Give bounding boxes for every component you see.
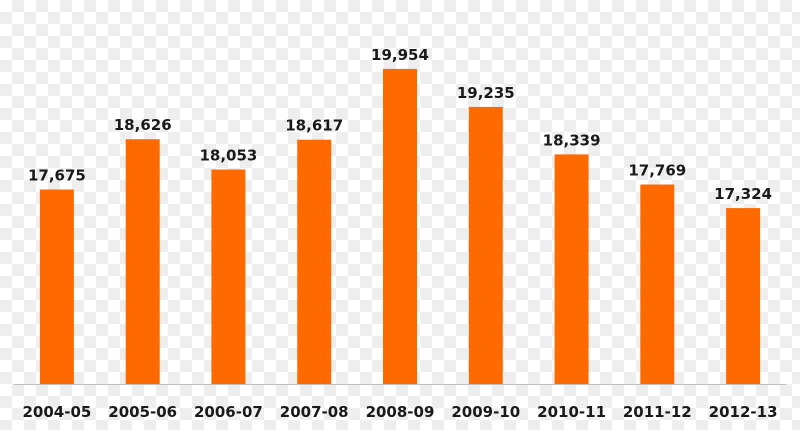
- data-label-2004-05: 17,675: [28, 167, 86, 185]
- data-label-2005-06: 18,626: [114, 116, 172, 134]
- x-tick-label-2010-11: 2010-11: [537, 403, 606, 421]
- x-tick-label-2007-08: 2007-08: [280, 403, 349, 421]
- bar-2012-13: [726, 208, 761, 384]
- bar-2007-08: [297, 139, 332, 384]
- bar-2011-12: [640, 184, 675, 384]
- x-tick-label-2004-05: 2004-05: [22, 403, 91, 421]
- bar-2009-10: [468, 106, 503, 385]
- data-label-2010-11: 18,339: [543, 131, 601, 149]
- bar-2006-07: [211, 169, 246, 384]
- bar-2004-05: [39, 189, 74, 384]
- data-label-2008-09: 19,954: [371, 46, 429, 64]
- bars-group: [39, 68, 761, 385]
- x-tick-label-2011-12: 2011-12: [623, 403, 692, 421]
- bar-2008-09: [383, 68, 417, 385]
- data-label-2009-10: 19,235: [457, 84, 515, 102]
- data-labels-group: 17,675 18,626 18,053 18,617 19,954 19,235 18,3…: [28, 46, 772, 203]
- data-label-2007-08: 18,617: [285, 117, 343, 135]
- x-tick-label-2005-06: 2005-06: [108, 403, 177, 421]
- data-label-2011-12: 17,769: [628, 162, 686, 180]
- x-tick-label-2006-07: 2006-07: [194, 403, 263, 421]
- data-label-2012-13: 17,324: [714, 185, 772, 203]
- x-tick-labels-group: 2004-05 2005-06 2006-07 2007-08 2008-09 2009-…: [22, 403, 777, 421]
- x-tick-label-2012-13: 2012-13: [709, 403, 778, 421]
- bar-2005-06: [125, 139, 160, 384]
- x-tick-label-2008-09: 2008-09: [366, 403, 435, 421]
- data-label-2006-07: 18,053: [199, 147, 257, 165]
- x-tick-label-2009-10: 2009-10: [451, 403, 520, 421]
- bar-2010-11: [554, 154, 589, 384]
